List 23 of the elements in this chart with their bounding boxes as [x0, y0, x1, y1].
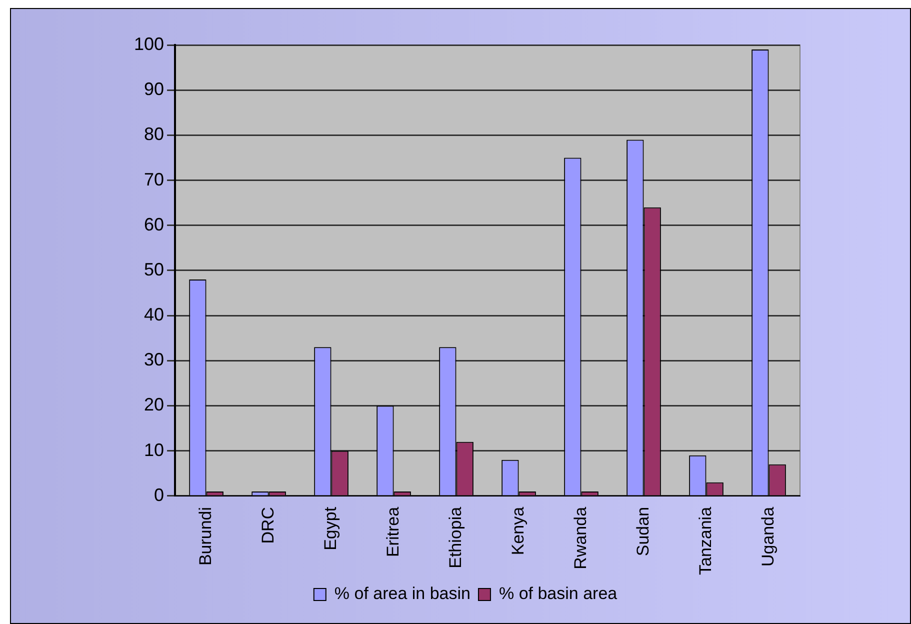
- x-tick-label: Egypt: [320, 506, 340, 550]
- x-tick-label: Rwanda: [570, 506, 590, 570]
- x-tick-label: Eritrea: [383, 506, 402, 558]
- y-tick-label: 40: [144, 304, 164, 325]
- y-tick-label: 50: [144, 259, 164, 280]
- x-tick-label: Ethiopia: [446, 506, 465, 568]
- x-tick-label: Uganda: [758, 506, 778, 567]
- legend-label: % of area in basin: [334, 584, 470, 604]
- y-tick-label: 30: [144, 350, 164, 370]
- y-tick-label: 80: [144, 124, 164, 144]
- x-tick-label: Kenya: [508, 506, 528, 556]
- y-tick-label: 100: [134, 34, 164, 54]
- y-tick-label: 60: [144, 214, 164, 234]
- y-tick-label: 70: [144, 169, 164, 190]
- y-tick-label: 90: [144, 79, 164, 100]
- x-tick-label: Tanzania: [696, 506, 715, 576]
- y-tick-label: 10: [144, 440, 164, 460]
- x-tick-label: Burundi: [196, 506, 215, 566]
- y-tick-label: 0: [154, 484, 164, 505]
- x-tick-label: Sudan: [633, 506, 652, 556]
- x-tick-label: DRC: [258, 506, 278, 544]
- legend-label: % of basin area: [498, 584, 618, 604]
- y-tick-label: 20: [144, 394, 164, 415]
